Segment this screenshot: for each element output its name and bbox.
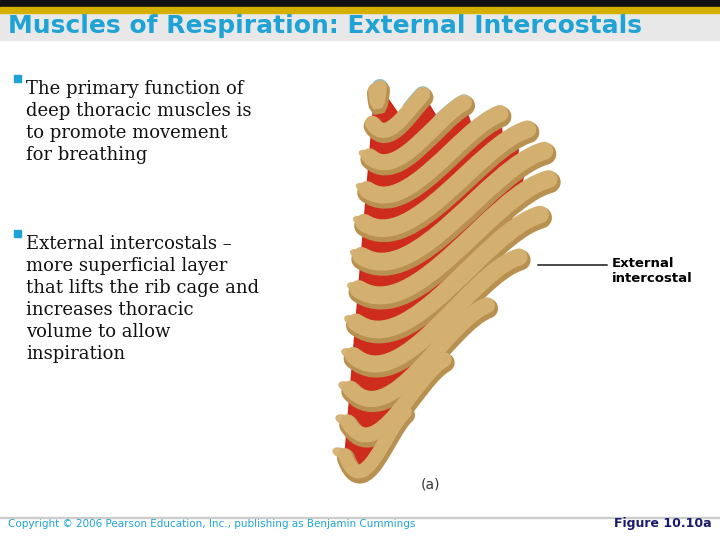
Text: inspiration: inspiration [26, 345, 125, 363]
Polygon shape [366, 103, 473, 195]
Ellipse shape [339, 382, 354, 392]
Ellipse shape [351, 249, 364, 258]
Ellipse shape [356, 184, 369, 192]
Polygon shape [359, 159, 526, 295]
Ellipse shape [359, 151, 372, 158]
Text: volume to allow: volume to allow [26, 323, 171, 341]
Polygon shape [369, 94, 440, 162]
Text: deep thoracic muscles is: deep thoracic muscles is [26, 102, 251, 120]
Bar [0, 7, 720, 13]
Text: (a): (a) [420, 477, 440, 491]
Text: External intercostals –: External intercostals – [26, 235, 232, 253]
Polygon shape [354, 246, 495, 364]
Text: that lifts the rib cage and: that lifts the rib cage and [26, 279, 259, 297]
Bar [0, 517, 720, 518]
Text: more superficial layer: more superficial layer [26, 257, 228, 275]
Text: Copyright © 2006 Pearson Education, Inc., publishing as Benjamin Cummings: Copyright © 2006 Pearson Education, Inc.… [8, 519, 415, 529]
Polygon shape [364, 113, 503, 228]
Polygon shape [361, 132, 520, 261]
Polygon shape [345, 422, 383, 471]
Ellipse shape [354, 217, 366, 225]
Text: The primary function of: The primary function of [26, 80, 243, 98]
Bar [0, 13, 720, 40]
Ellipse shape [342, 349, 356, 358]
Text: increases thoracic: increases thoracic [26, 301, 194, 319]
Text: Muscles of Respiration: External Intercostals: Muscles of Respiration: External Interco… [8, 14, 642, 38]
Bar [14, 230, 21, 237]
Text: External
intercostal: External intercostal [612, 257, 693, 285]
Ellipse shape [333, 448, 349, 458]
Bar [14, 75, 21, 82]
Polygon shape [348, 366, 423, 435]
Polygon shape [351, 305, 467, 399]
Bar [0, 0, 720, 7]
Polygon shape [372, 87, 402, 131]
Text: Figure 10.10a: Figure 10.10a [614, 517, 712, 530]
Ellipse shape [348, 283, 361, 292]
Bar [0, 40, 720, 518]
Ellipse shape [336, 415, 351, 424]
Text: for breathing: for breathing [26, 146, 148, 164]
Text: to promote movement: to promote movement [26, 124, 228, 142]
Polygon shape [356, 201, 513, 329]
Ellipse shape [345, 316, 359, 325]
